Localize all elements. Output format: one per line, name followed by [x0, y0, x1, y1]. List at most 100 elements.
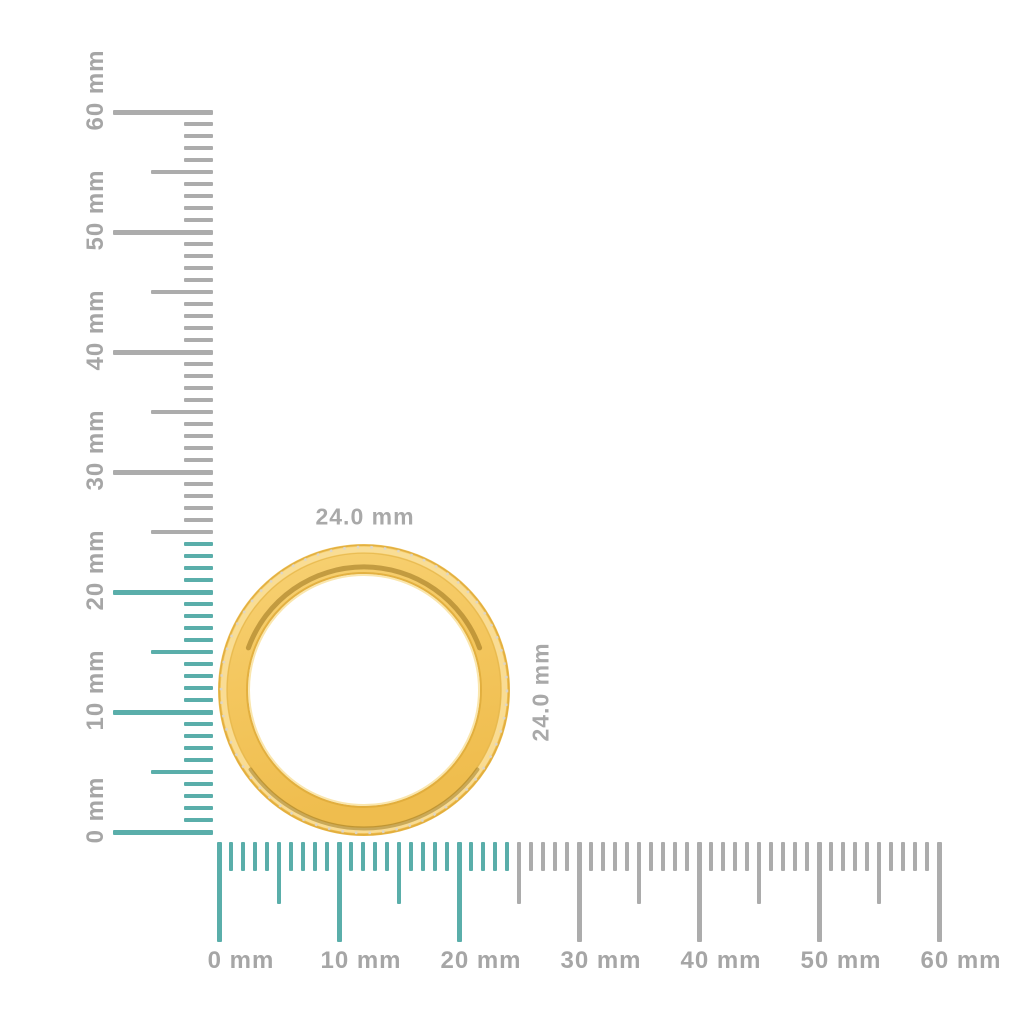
ruler-tick-horizontal-13mm	[373, 842, 377, 871]
ruler-tick-horizontal-2mm	[241, 842, 245, 871]
ruler-tick-vertical-41mm	[184, 338, 213, 342]
ruler-tick-horizontal-24mm	[505, 842, 509, 871]
ruler-tick-vertical-21mm	[184, 578, 213, 582]
ruler-tick-vertical-1mm	[184, 818, 213, 822]
ruler-tick-horizontal-10mm	[336, 842, 342, 942]
ruler-tick-vertical-7mm	[184, 746, 213, 750]
ruler-tick-vertical-35mm	[151, 410, 213, 414]
ruler-tick-vertical-47mm	[184, 266, 213, 270]
ring-stones	[219, 545, 509, 835]
ruler-tick-horizontal-15mm	[397, 842, 401, 904]
ruler-tick-horizontal-43mm	[733, 842, 737, 871]
ring-inner-rim	[246, 572, 482, 808]
ruler-tick-vertical-42mm	[184, 326, 213, 330]
ruler-tick-vertical-0mm	[113, 829, 213, 835]
ruler-tick-vertical-48mm	[184, 254, 213, 258]
ruler-tick-horizontal-0mm	[216, 842, 222, 942]
ruler-tick-horizontal-1mm	[229, 842, 233, 871]
ruler-tick-horizontal-4mm	[265, 842, 269, 871]
horizontal-ruler-label-10mm: 10 mm	[320, 947, 402, 974]
ruler-tick-horizontal-27mm	[541, 842, 545, 871]
ruler-tick-horizontal-48mm	[793, 842, 797, 871]
ruler-tick-horizontal-14mm	[385, 842, 389, 871]
ruler-tick-vertical-38mm	[184, 374, 213, 378]
ruler-tick-vertical-32mm	[184, 446, 213, 450]
ruler-tick-vertical-33mm	[184, 434, 213, 438]
ruler-tick-horizontal-31mm	[589, 842, 593, 871]
ruler-tick-horizontal-52mm	[841, 842, 845, 871]
ruler-tick-vertical-57mm	[184, 146, 213, 150]
vertical-ruler-label-30mm: 30 mm	[82, 409, 109, 491]
ruler-tick-horizontal-35mm	[637, 842, 641, 904]
ruler-tick-vertical-10mm	[113, 709, 213, 715]
ruler-tick-vertical-49mm	[184, 242, 213, 246]
ruler-tick-vertical-24mm	[184, 542, 213, 546]
ruler-tick-horizontal-8mm	[313, 842, 317, 871]
ruler-tick-horizontal-30mm	[576, 842, 582, 942]
ruler-tick-horizontal-12mm	[361, 842, 365, 871]
ruler-tick-horizontal-45mm	[757, 842, 761, 904]
ruler-tick-vertical-27mm	[184, 506, 213, 510]
ruler-tick-vertical-55mm	[151, 170, 213, 174]
ruler-tick-vertical-58mm	[184, 134, 213, 138]
ruler-tick-horizontal-17mm	[421, 842, 425, 871]
ruler-tick-vertical-11mm	[184, 698, 213, 702]
ruler-tick-vertical-4mm	[184, 782, 213, 786]
ring-height-dimension-label: 24.0 mm	[527, 642, 554, 742]
ring-outer-rim	[218, 544, 510, 836]
ruler-tick-vertical-37mm	[184, 386, 213, 390]
ruler-tick-horizontal-29mm	[565, 842, 569, 871]
ruler-tick-horizontal-19mm	[445, 842, 449, 871]
ring-channel-line	[226, 552, 502, 828]
ruler-tick-vertical-29mm	[184, 482, 213, 486]
ruler-tick-horizontal-42mm	[721, 842, 725, 871]
ruler-tick-vertical-18mm	[184, 614, 213, 618]
ruler-tick-horizontal-38mm	[673, 842, 677, 871]
horizontal-ruler-label-20mm: 20 mm	[440, 947, 522, 974]
ruler-tick-vertical-2mm	[184, 806, 213, 810]
ruler-tick-horizontal-25mm	[517, 842, 521, 904]
ring-inner-highlight	[248, 574, 480, 806]
ruler-tick-vertical-45mm	[151, 290, 213, 294]
ruler-tick-horizontal-54mm	[865, 842, 869, 871]
ruler-tick-horizontal-32mm	[601, 842, 605, 871]
ruler-tick-vertical-50mm	[113, 229, 213, 235]
ruler-tick-horizontal-23mm	[493, 842, 497, 871]
ruler-tick-horizontal-18mm	[433, 842, 437, 871]
ruler-tick-horizontal-55mm	[877, 842, 881, 904]
horizontal-ruler-label-0mm: 0 mm	[207, 947, 275, 974]
horizontal-ruler-label-40mm: 40 mm	[680, 947, 762, 974]
ruler-tick-horizontal-36mm	[649, 842, 653, 871]
ruler-tick-vertical-53mm	[184, 194, 213, 198]
ruler-tick-vertical-15mm	[151, 650, 213, 654]
ruler-tick-vertical-28mm	[184, 494, 213, 498]
ruler-tick-vertical-12mm	[184, 686, 213, 690]
ruler-tick-horizontal-40mm	[696, 842, 702, 942]
ruler-tick-horizontal-16mm	[409, 842, 413, 871]
ruler-tick-vertical-54mm	[184, 182, 213, 186]
ruler-tick-horizontal-3mm	[253, 842, 257, 871]
ruler-tick-vertical-31mm	[184, 458, 213, 462]
ruler-tick-horizontal-46mm	[769, 842, 773, 871]
ruler-tick-horizontal-59mm	[925, 842, 929, 871]
ruler-tick-vertical-25mm	[151, 530, 213, 534]
ruler-tick-vertical-22mm	[184, 566, 213, 570]
horizontal-ruler-label-60mm: 60 mm	[920, 947, 1002, 974]
ruler-tick-vertical-52mm	[184, 206, 213, 210]
ruler-tick-horizontal-50mm	[816, 842, 822, 942]
ruler-tick-horizontal-57mm	[901, 842, 905, 871]
ruler-tick-vertical-36mm	[184, 398, 213, 402]
ruler-tick-vertical-56mm	[184, 158, 213, 162]
ruler-tick-vertical-19mm	[184, 602, 213, 606]
ruler-tick-vertical-59mm	[184, 122, 213, 126]
ring-bottom-shadow	[248, 767, 480, 831]
ruler-tick-horizontal-9mm	[325, 842, 329, 871]
vertical-ruler-label-60mm: 60 mm	[82, 49, 109, 131]
ruler-tick-horizontal-49mm	[805, 842, 809, 871]
ruler-tick-vertical-34mm	[184, 422, 213, 426]
ruler-tick-vertical-9mm	[184, 722, 213, 726]
ruler-tick-vertical-3mm	[184, 794, 213, 798]
ring-width-dimension-label: 24.0 mm	[315, 503, 415, 530]
ruler-tick-horizontal-21mm	[469, 842, 473, 871]
